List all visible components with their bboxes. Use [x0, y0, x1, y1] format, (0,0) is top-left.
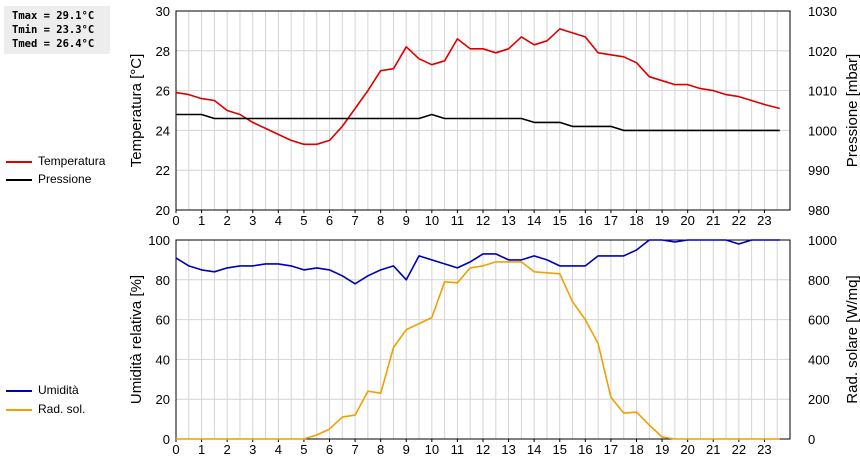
temp-chart-x-tick-label: 15	[553, 213, 567, 228]
hum-chart-x-tick-label: 20	[680, 442, 694, 457]
temp-chart-x-tick-label: 14	[527, 213, 541, 228]
hum-chart-y-right-label: Rad. solare [W/mq]	[844, 275, 860, 403]
hum-chart-y-right-tick-label: 1000	[808, 233, 837, 248]
temp-chart-x-tick-label: 23	[757, 213, 771, 228]
temp-chart-y-right-tick-label: 1010	[808, 84, 837, 99]
temp-chart-x-tick-label: 16	[578, 213, 592, 228]
temp-chart-x-tick-label: 22	[732, 213, 746, 228]
hum-chart-x-tick-label: 5	[300, 442, 307, 457]
hum-chart-x-tick-label: 3	[249, 442, 256, 457]
hum-chart-x-tick-label: 12	[476, 442, 490, 457]
hum-chart-x-tick-label: 2	[224, 442, 231, 457]
hum-chart-y-left-label: Umidità relativa [%]	[128, 275, 145, 404]
hum-chart-y-left-tick-label: 20	[156, 392, 170, 407]
hum-chart-y-right-tick-label: 800	[808, 273, 830, 288]
temp-chart-series-pressione-line	[176, 113, 780, 132]
hum-chart-y-left-tick-label: 100	[148, 233, 170, 248]
hum-chart-x-tick-label: 17	[604, 442, 618, 457]
hum-chart-x-tick-label: 16	[578, 442, 592, 457]
hum-chart-series-umidit-line	[175, 239, 780, 285]
hum-chart-y-right-tick-label: 600	[808, 313, 830, 328]
temp-chart-y-right-label: Pressione [mbar]	[844, 54, 860, 167]
hum-chart-x-tick-label: 8	[377, 442, 384, 457]
hum-chart-x-tick-label: 19	[655, 442, 669, 457]
hum-chart-x-tick-label: 9	[403, 442, 410, 457]
temp-chart-x-tick-label: 18	[629, 213, 643, 228]
temp-chart-x-tick-label: 3	[249, 213, 256, 228]
hum-chart-x-tick-label: 1	[198, 442, 205, 457]
temp-chart-x-tick-label: 12	[476, 213, 490, 228]
legend-umidita-swatch	[6, 390, 32, 392]
hum-chart-x-tick-label: 4	[275, 442, 282, 457]
hum-chart-x-tick-label: 21	[706, 442, 720, 457]
legend-temperatura-label: Temperatura	[38, 154, 106, 168]
hum-chart-y-left-tick-label: 80	[156, 273, 170, 288]
temp-chart-x-tick-label: 6	[326, 213, 333, 228]
temp-chart-y-left-tick-label: 22	[156, 163, 170, 178]
temp-chart-x-tick-label: 17	[604, 213, 618, 228]
legend-temperatura-swatch	[6, 161, 32, 163]
tmax-stat: Tmax = 29.1°C	[12, 10, 95, 22]
hum-chart-x-tick-label: 15	[553, 442, 567, 457]
temp-chart-x-tick-label: 1	[198, 213, 205, 228]
temp-chart-y-right-tick-label: 980	[808, 203, 830, 218]
temp-chart-x-tick-label: 13	[501, 213, 515, 228]
legend-rad-sol-swatch	[6, 409, 32, 411]
hum-chart-x-tick-label: 7	[351, 442, 358, 457]
temp-chart-y-left-tick-label: 24	[156, 123, 170, 138]
temp-chart-x-tick-label: 8	[377, 213, 384, 228]
tmed-stat: Tmed = 26.4°C	[12, 38, 95, 50]
temp-chart-y-right-tick-label: 1020	[808, 44, 837, 59]
temp-chart-x-tick-label: 7	[351, 213, 358, 228]
legend-rad-sol-label: Rad. sol.	[38, 402, 86, 416]
temp-chart-x-tick-label: 9	[403, 213, 410, 228]
temp-chart-y-left-label: Temperatura [°C]	[128, 54, 145, 168]
temp-chart-y-left-tick-label: 28	[156, 44, 170, 59]
temp-chart-x-tick-label: 2	[224, 213, 231, 228]
temp-chart-y-left-tick-label: 20	[156, 203, 170, 218]
hum-chart-y-right-tick-label: 400	[808, 352, 830, 367]
temp-chart-x-tick-label: 11	[451, 213, 465, 228]
temp-chart-x-tick-label: 0	[172, 213, 179, 228]
temp-chart-y-left-tick-label: 30	[156, 4, 170, 19]
temp-chart-y-right-tick-label: 990	[808, 163, 830, 178]
hum-chart-y-right-tick-label: 0	[808, 432, 815, 447]
temp-chart-x-tick-label: 4	[275, 213, 282, 228]
hum-chart-x-tick-label: 10	[425, 442, 439, 457]
hum-chart-x-tick-label: 14	[527, 442, 541, 457]
hum-chart-y-left-tick-label: 0	[163, 432, 170, 447]
hum-chart-y-right-tick-label: 200	[808, 392, 830, 407]
legend-pressione-label: Pressione	[38, 172, 92, 186]
temp-chart-y-left-tick-label: 26	[156, 84, 170, 99]
hum-chart-x-tick-label: 13	[501, 442, 515, 457]
tmin-stat: Tmin = 23.3°C	[12, 24, 95, 36]
hum-chart-x-tick-label: 6	[326, 442, 333, 457]
hum-chart-x-tick-label: 0	[172, 442, 179, 457]
hum-chart-y-left-tick-label: 40	[156, 352, 170, 367]
legend-umidita-label: Umidità	[38, 383, 79, 397]
hum-chart-y-left-tick-label: 60	[156, 313, 170, 328]
temp-chart-x-tick-label: 21	[706, 213, 720, 228]
temp-chart-x-tick-label: 19	[655, 213, 669, 228]
hum-chart-series-rad-sol-line	[176, 261, 780, 440]
temp-chart-y-right-tick-label: 1030	[808, 4, 837, 19]
hum-chart-x-tick-label: 23	[757, 442, 771, 457]
stats-box: Tmax = 29.1°C Tmin = 23.3°C Tmed = 26.4°…	[4, 6, 110, 54]
temp-chart-x-tick-label: 5	[300, 213, 307, 228]
legend-pressione-swatch	[6, 179, 32, 181]
temp-chart-series-temperatura-line	[175, 28, 781, 146]
hum-chart-x-tick-label: 18	[629, 442, 643, 457]
hum-chart-x-tick-label: 22	[732, 442, 746, 457]
temp-chart-x-tick-label: 10	[425, 213, 439, 228]
hum-chart-x-tick-label: 11	[451, 442, 465, 457]
temp-chart-x-tick-label: 20	[680, 213, 694, 228]
temp-chart-y-right-tick-label: 1000	[808, 123, 837, 138]
